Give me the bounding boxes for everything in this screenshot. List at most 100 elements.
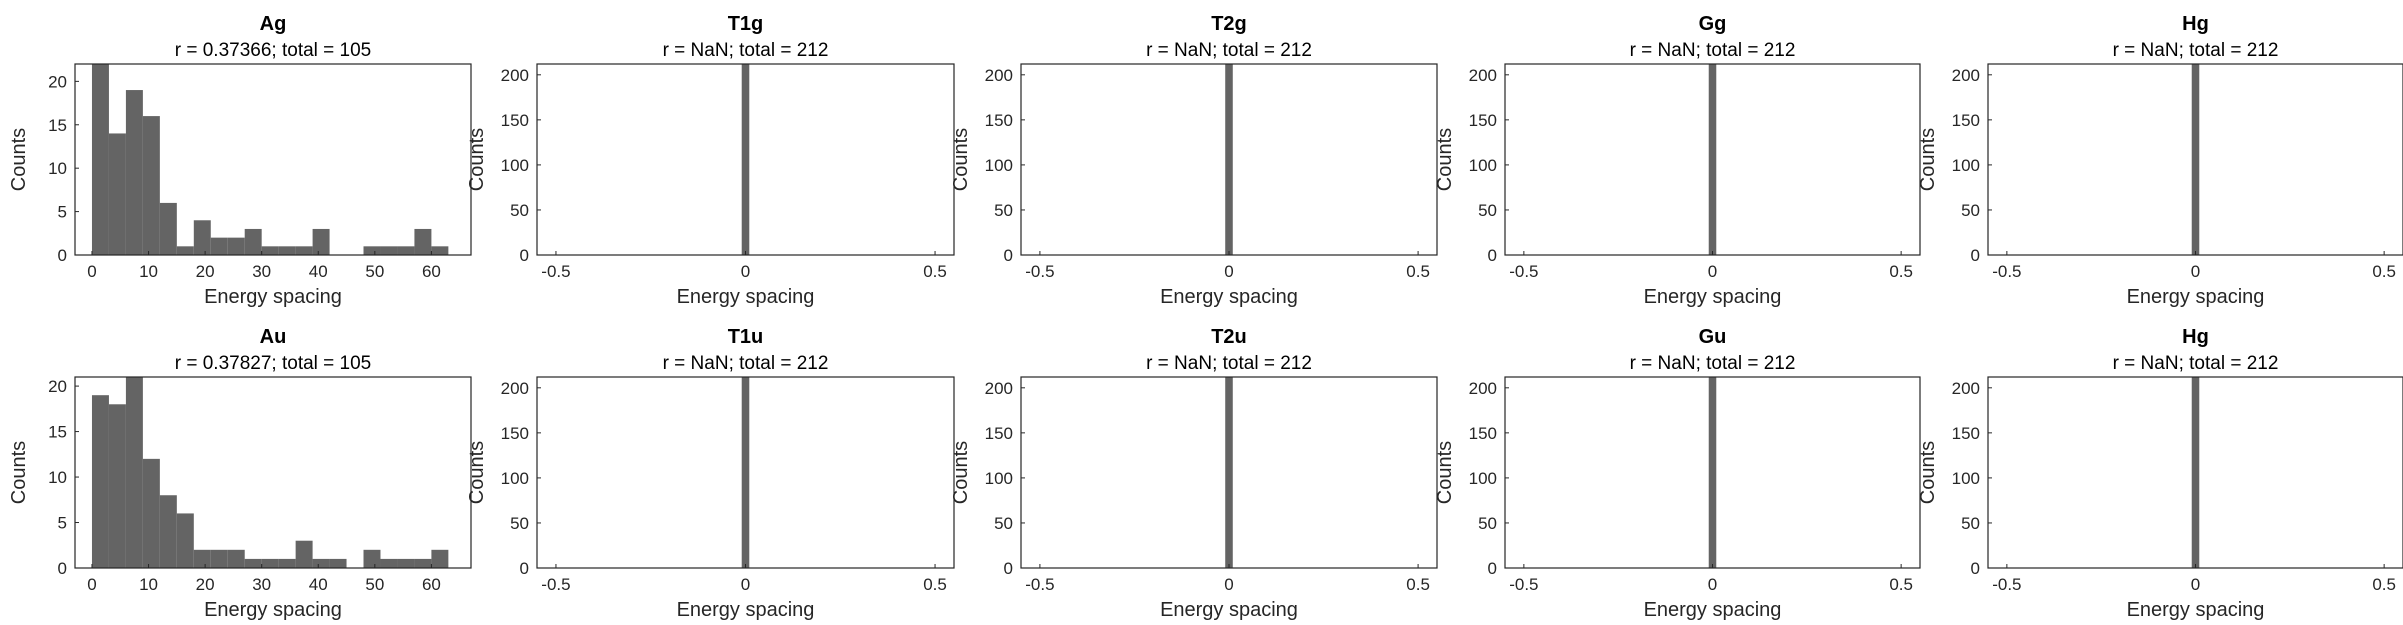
panel-1-ytick-label: 20 bbox=[48, 72, 67, 91]
panel-9-ytick-label: 200 bbox=[1469, 379, 1497, 398]
panel-7-ytick-label: 50 bbox=[510, 514, 529, 533]
panel-1-xtick-label: 50 bbox=[365, 262, 384, 281]
panel-1-xtick-label: 10 bbox=[139, 262, 158, 281]
panel-7-ytick-label: 100 bbox=[501, 469, 529, 488]
panel-6-bar bbox=[329, 558, 347, 568]
panel-8-ytick-label: 200 bbox=[985, 379, 1013, 398]
panel-2-xlabel: Energy spacing bbox=[677, 286, 815, 308]
panel-10: -0.5 0 0.5 0 50 100 150 200 Hg r = NaN; total = 2… bbox=[1917, 326, 2403, 621]
panel-10-xtick-label: 0 bbox=[2191, 575, 2200, 594]
panel-1-bar bbox=[278, 246, 296, 255]
panel-4-bar bbox=[1708, 64, 1717, 255]
panel-5-bar bbox=[2191, 64, 2200, 255]
panel-1-bar bbox=[159, 202, 177, 255]
panel-7-bar bbox=[741, 377, 750, 568]
panel-6-bar bbox=[363, 549, 381, 568]
panel-1-ylabel: Counts bbox=[8, 128, 30, 191]
panel-10-ylabel: Counts bbox=[1917, 441, 1939, 504]
panel-6-bar bbox=[108, 404, 126, 568]
panel-7-title: T1u bbox=[728, 326, 764, 348]
panel-7-subtitle: r = NaN; total = 212 bbox=[663, 353, 829, 374]
panel-4-title: Gg bbox=[1699, 13, 1727, 35]
panel-4-subtitle: r = NaN; total = 212 bbox=[1630, 40, 1796, 61]
panel-1-xtick-label: 40 bbox=[309, 262, 328, 281]
panel-4-xtick-label: -0.5 bbox=[1509, 262, 1538, 281]
panel-6: 0 10 20 30 40 50 60 0 5 10 15 20 Au r = 0.37827; tota… bbox=[8, 326, 472, 621]
panel-3-bars bbox=[1225, 64, 1233, 255]
panel-6-ytick-label: 10 bbox=[48, 468, 67, 487]
panel-4-ytick-label: 150 bbox=[1469, 111, 1497, 130]
panel-9-ytick-label: 100 bbox=[1469, 469, 1497, 488]
panel-5-subtitle: r = NaN; total = 212 bbox=[2113, 40, 2279, 61]
panel-2-ytick-label: 200 bbox=[501, 66, 529, 85]
panel-7-ytick-label: 0 bbox=[520, 559, 529, 578]
panel-2-ytick-label: 100 bbox=[501, 156, 529, 175]
panel-3-ytick-label: 100 bbox=[985, 156, 1013, 175]
panel-9-ytick-label: 50 bbox=[1478, 514, 1497, 533]
panel-6-bar bbox=[142, 458, 160, 568]
panel-1-ytick-label: 15 bbox=[48, 116, 67, 135]
panel-4-ytick-label: 100 bbox=[1469, 156, 1497, 175]
panel-9-bars bbox=[1708, 377, 1717, 568]
panel-3-xtick-label: 0 bbox=[1224, 262, 1233, 281]
panel-3-ytick-label: 0 bbox=[1004, 246, 1013, 265]
panel-2-ylabel: Counts bbox=[466, 128, 488, 191]
panel-8-title: T2u bbox=[1211, 326, 1247, 348]
panel-4-bars bbox=[1708, 64, 1717, 255]
panel-1-bars bbox=[91, 64, 449, 255]
panel-9-ylabel: Counts bbox=[1434, 441, 1456, 504]
panel-8-xtick-label: 0 bbox=[1224, 575, 1233, 594]
panel-7-ytick-label: 150 bbox=[501, 424, 529, 443]
panel-6-bar bbox=[91, 395, 109, 568]
panel-1-bar bbox=[193, 220, 211, 255]
panel-8: -0.5 0 0.5 0 50 100 150 200 T2u r = NaN; total = … bbox=[950, 326, 1438, 621]
panel-1-bar bbox=[261, 246, 279, 255]
panel-10-ytick-label: 150 bbox=[1952, 424, 1980, 443]
panel-1-bar bbox=[244, 228, 262, 255]
panel-10-subtitle: r = NaN; total = 212 bbox=[2113, 353, 2279, 374]
panel-9-subtitle: r = NaN; total = 212 bbox=[1630, 353, 1796, 374]
panel-2-ytick-label: 150 bbox=[501, 111, 529, 130]
panel-10-ytick-label: 200 bbox=[1952, 379, 1980, 398]
panel-6-ylabel: Counts bbox=[8, 441, 30, 504]
panel-1: 0 10 20 30 40 50 60 0 5 10 15 20 Ag r = 0.37366; tota… bbox=[8, 13, 472, 308]
panel-2-bar bbox=[741, 64, 750, 255]
panel-8-ytick-label: 0 bbox=[1004, 559, 1013, 578]
panel-4-xtick-label: 0 bbox=[1708, 262, 1717, 281]
panel-10-bars bbox=[2191, 377, 2200, 568]
panel-6-xtick-label: 10 bbox=[139, 575, 158, 594]
panel-6-ytick-label: 15 bbox=[48, 423, 67, 442]
panel-7-ylabel: Counts bbox=[466, 441, 488, 504]
panel-3-ylabel: Counts bbox=[950, 128, 972, 191]
panel-2-title: T1g bbox=[728, 13, 764, 35]
panel-7: -0.5 0 0.5 0 50 100 150 200 T1u r = NaN; total = … bbox=[466, 326, 955, 621]
panel-5-xtick-label: 0 bbox=[2191, 262, 2200, 281]
panel-1-bar bbox=[176, 246, 194, 255]
panel-7-xtick-label: -0.5 bbox=[541, 575, 570, 594]
panel-3-ytick-label: 50 bbox=[994, 201, 1013, 220]
panel-6-ytick-label: 20 bbox=[48, 377, 67, 396]
panel-3-xlabel: Energy spacing bbox=[1160, 286, 1298, 308]
panel-6-bars bbox=[91, 377, 449, 568]
panel-7-xtick-label: 0.5 bbox=[923, 575, 947, 594]
panel-9-xtick-label: -0.5 bbox=[1509, 575, 1538, 594]
panel-8-ylabel: Counts bbox=[950, 441, 972, 504]
panel-9-bar bbox=[1708, 377, 1717, 568]
panel-10-bar bbox=[2191, 377, 2200, 568]
panel-1-ytick-label: 0 bbox=[58, 246, 67, 265]
panel-2-xtick-label: 0.5 bbox=[923, 262, 947, 281]
panel-9-xlabel: Energy spacing bbox=[1644, 599, 1782, 621]
panel-6-bar bbox=[193, 549, 211, 568]
panel-1-xtick-label: 30 bbox=[252, 262, 271, 281]
panel-6-bar bbox=[210, 549, 228, 568]
panel-10-ytick-label: 50 bbox=[1961, 514, 1980, 533]
panel-8-xtick-label: -0.5 bbox=[1025, 575, 1054, 594]
panel-5-xlabel: Energy spacing bbox=[2127, 286, 2265, 308]
panel-1-bar bbox=[227, 237, 245, 255]
panel-5-bars bbox=[2191, 64, 2200, 255]
panel-6-bar bbox=[397, 558, 415, 568]
panel-1-bar bbox=[380, 246, 398, 255]
panel-1-xlabel: Energy spacing bbox=[204, 286, 342, 308]
panel-8-ytick-label: 50 bbox=[994, 514, 1013, 533]
panel-1-ytick-label: 10 bbox=[48, 159, 67, 178]
